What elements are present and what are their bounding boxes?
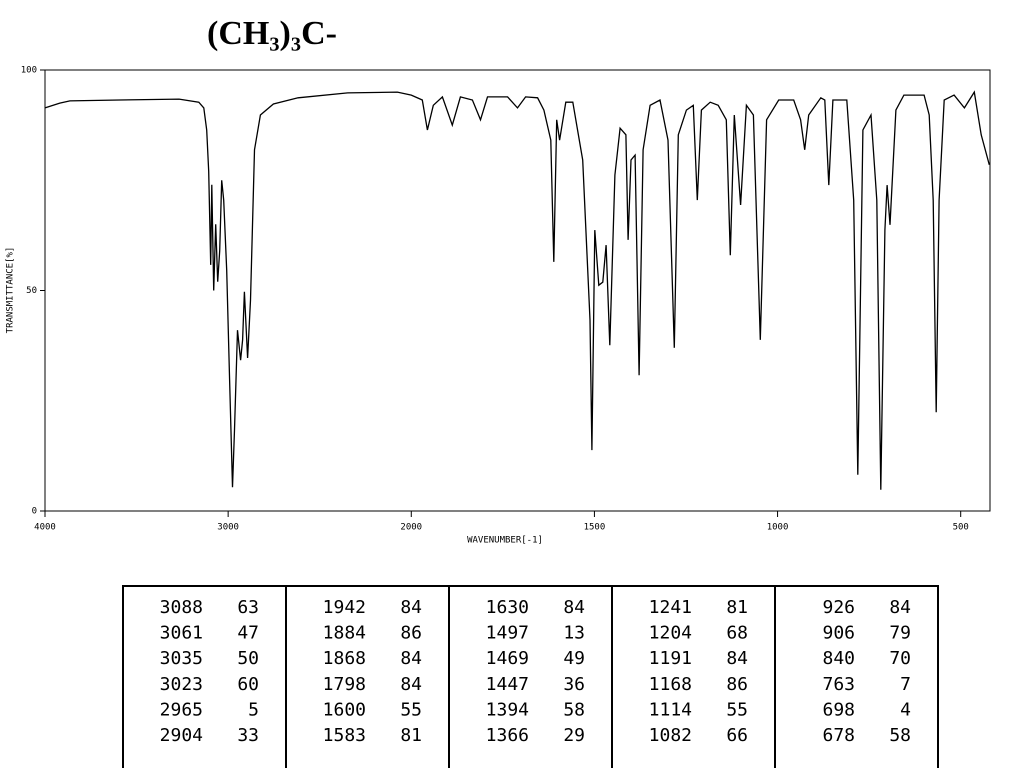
table-transmittance: 58 xyxy=(563,699,585,720)
table-transmittance: 33 xyxy=(237,725,259,746)
table-transmittance: 79 xyxy=(889,623,911,644)
table-wavenumber: 840 xyxy=(822,648,855,669)
x-tick-label: 3000 xyxy=(217,523,239,533)
y-tick-label: 50 xyxy=(26,286,37,296)
table-wavenumber: 1241 xyxy=(649,597,692,618)
table-transmittance: 81 xyxy=(726,597,748,618)
table-transmittance: 5 xyxy=(248,699,259,720)
table-transmittance: 13 xyxy=(563,623,585,644)
table-transmittance: 84 xyxy=(563,597,585,618)
table-transmittance: 84 xyxy=(400,674,422,695)
table-transmittance: 29 xyxy=(563,725,585,746)
table-transmittance: 55 xyxy=(726,699,748,720)
table-wavenumber: 3023 xyxy=(160,674,203,695)
x-tick-label: 500 xyxy=(953,523,969,533)
table-wavenumber: 3035 xyxy=(160,648,203,669)
x-tick-label: 1000 xyxy=(767,523,789,533)
x-tick-label: 4000 xyxy=(34,523,56,533)
table-transmittance: 84 xyxy=(889,597,911,618)
plot-frame xyxy=(44,69,991,512)
table-wavenumber: 1114 xyxy=(649,699,692,720)
table-transmittance: 66 xyxy=(726,725,748,746)
table-wavenumber: 1942 xyxy=(323,597,366,618)
table-transmittance: 81 xyxy=(400,725,422,746)
table-wavenumber: 1204 xyxy=(649,623,692,644)
table-transmittance: 49 xyxy=(563,648,585,669)
spectrum-line xyxy=(44,90,990,490)
x-tick-label: 2000 xyxy=(400,523,422,533)
table-wavenumber: 1394 xyxy=(486,699,529,720)
table-wavenumber: 1191 xyxy=(649,648,692,669)
table-transmittance: 7 xyxy=(900,674,911,695)
table-wavenumber: 1798 xyxy=(323,674,366,695)
chart-title: (CH₃)₃C- xyxy=(207,15,337,52)
table-transmittance: 68 xyxy=(726,623,748,644)
table-transmittance: 63 xyxy=(237,597,259,618)
table-transmittance: 47 xyxy=(237,623,259,644)
table-wavenumber: 926 xyxy=(822,597,855,618)
table-transmittance: 84 xyxy=(400,597,422,618)
table-wavenumber: 1469 xyxy=(486,648,529,669)
table-transmittance: 84 xyxy=(400,648,422,669)
table-wavenumber: 1884 xyxy=(323,623,366,644)
table-transmittance: 70 xyxy=(889,648,911,669)
table-frame xyxy=(122,585,939,768)
table-transmittance: 60 xyxy=(237,674,259,695)
table-wavenumber: 1366 xyxy=(486,725,529,746)
table-wavenumber: 3061 xyxy=(160,623,203,644)
table-transmittance: 84 xyxy=(726,648,748,669)
table-transmittance: 55 xyxy=(400,699,422,720)
table-wavenumber: 1868 xyxy=(323,648,366,669)
table-transmittance: 86 xyxy=(400,623,422,644)
table-wavenumber: 2904 xyxy=(160,725,203,746)
table-transmittance: 86 xyxy=(726,674,748,695)
table-wavenumber: 3088 xyxy=(160,597,203,618)
table-wavenumber: 1583 xyxy=(323,725,366,746)
table-wavenumber: 2965 xyxy=(160,699,203,720)
table-wavenumber: 678 xyxy=(822,725,855,746)
table-transmittance: 36 xyxy=(563,674,585,695)
table-wavenumber: 698 xyxy=(822,699,855,720)
table-wavenumber: 1497 xyxy=(486,623,529,644)
table-wavenumber: 1168 xyxy=(649,674,692,695)
x-tick-label: 1500 xyxy=(584,523,606,533)
y-tick-label: 0 xyxy=(32,507,37,517)
table-wavenumber: 1600 xyxy=(323,699,366,720)
y-tick-label: 100 xyxy=(21,66,37,76)
table-transmittance: 4 xyxy=(900,699,911,720)
table-wavenumber: 906 xyxy=(822,623,855,644)
x-axis-label: WAVENUMBER[-1] xyxy=(467,536,543,546)
table-wavenumber: 1630 xyxy=(486,597,529,618)
table-transmittance: 50 xyxy=(237,648,259,669)
table-transmittance: 58 xyxy=(889,725,911,746)
table-wavenumber: 1447 xyxy=(486,674,529,695)
y-axis-label: TRANSMITTANCE[%] xyxy=(6,247,16,334)
table-wavenumber: 1082 xyxy=(649,725,692,746)
table-wavenumber: 763 xyxy=(822,674,855,695)
